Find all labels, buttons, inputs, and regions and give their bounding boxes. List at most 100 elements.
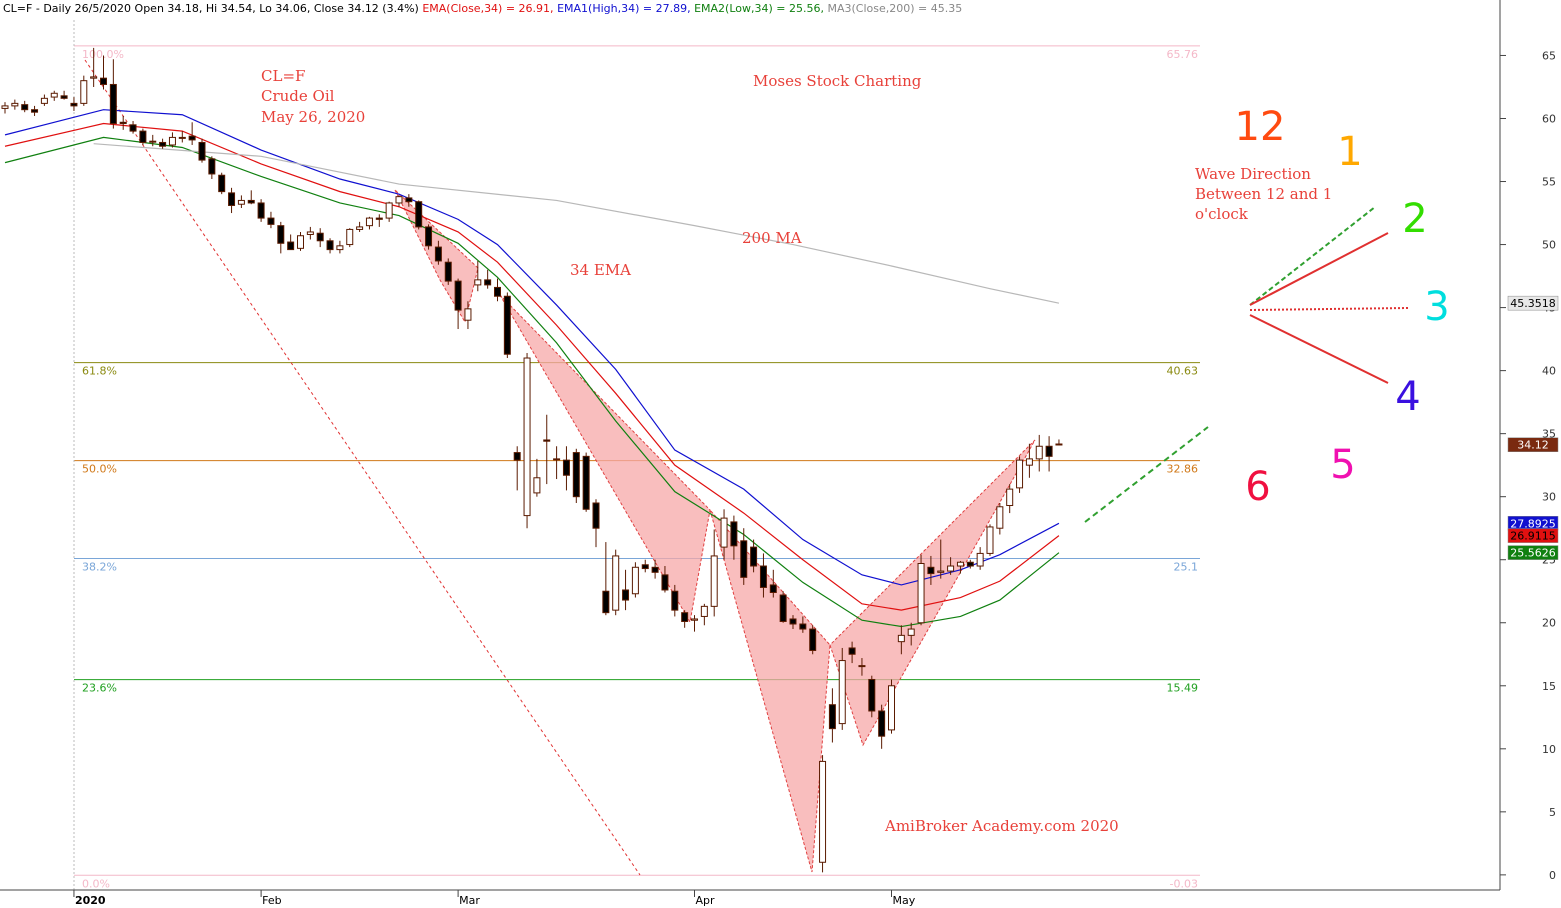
candle-body xyxy=(513,452,521,461)
candle-body xyxy=(572,452,580,498)
y-tick-label: 10 xyxy=(1542,743,1556,756)
candle-body xyxy=(494,286,501,297)
candle-body xyxy=(385,202,393,219)
candle-body xyxy=(759,565,767,588)
candle-body xyxy=(139,130,147,143)
candle-body xyxy=(641,564,649,570)
fib-value: 65.76 xyxy=(1167,48,1199,61)
candle-body xyxy=(553,458,561,461)
value-box xyxy=(1507,528,1559,543)
arrow xyxy=(1249,232,1389,306)
fib-label: 0.0% xyxy=(82,877,110,890)
candle-body xyxy=(346,228,354,246)
value-box-label: 25.5626 xyxy=(1510,547,1556,560)
fib-label: 23.6% xyxy=(82,682,117,695)
candle-body xyxy=(917,562,925,624)
value-box xyxy=(1507,295,1559,311)
y-tick-label: 20 xyxy=(1542,617,1556,630)
fib-value: 15.49 xyxy=(1167,682,1199,695)
candle-body xyxy=(907,628,915,636)
value-box-label: 45.3518 xyxy=(1510,297,1556,310)
clock-number: 6 xyxy=(1245,464,1270,510)
candle-body xyxy=(533,477,541,494)
candle-body xyxy=(966,561,974,567)
y-tick-label: 55 xyxy=(1542,176,1556,189)
candle-body xyxy=(100,77,107,85)
candle-body xyxy=(858,665,866,668)
annotation: Between 12 and 1 xyxy=(1195,185,1332,203)
candle-body xyxy=(1,105,9,109)
candle-body xyxy=(838,660,846,725)
wave-arrows xyxy=(1084,206,1409,523)
candle-body xyxy=(740,540,748,578)
value-box xyxy=(1507,545,1559,560)
fib-label: 61.8% xyxy=(82,365,117,378)
candle-body xyxy=(444,261,452,282)
clock-number: 4 xyxy=(1395,374,1420,420)
clock-number: 2 xyxy=(1402,196,1427,242)
candle-body xyxy=(809,628,817,651)
candle-body xyxy=(976,552,984,567)
x-tick-label: Feb xyxy=(262,894,281,907)
fib-value: -0.03 xyxy=(1170,877,1198,890)
candle-body xyxy=(149,140,157,143)
candle-body xyxy=(178,136,186,139)
candle-body xyxy=(622,589,630,601)
candle-body xyxy=(700,605,708,617)
candle-body xyxy=(11,102,19,107)
candle-body xyxy=(277,225,285,244)
candle-body xyxy=(1025,458,1033,466)
candle-body xyxy=(464,308,472,321)
annotation: Wave Direction xyxy=(1195,165,1311,183)
candle-body xyxy=(198,141,206,161)
candle-body xyxy=(996,506,1004,529)
candle-body xyxy=(395,196,403,204)
candles xyxy=(1,47,1063,873)
candle-body xyxy=(819,760,827,863)
candle-body xyxy=(1006,488,1014,507)
x-tick-label: May xyxy=(893,894,916,907)
candle-body xyxy=(691,618,698,621)
candle-body xyxy=(484,279,492,286)
candle-body xyxy=(40,97,48,104)
clock-number: 5 xyxy=(1330,442,1355,488)
candle-body xyxy=(897,634,905,643)
candle-body xyxy=(306,231,314,235)
candle-body xyxy=(750,546,758,567)
clock-number: 3 xyxy=(1424,284,1449,330)
trend-line xyxy=(84,59,641,876)
candle-body xyxy=(80,80,88,104)
candle-body xyxy=(109,83,117,125)
candle-body xyxy=(218,174,226,193)
candle-body xyxy=(287,241,295,251)
candle-body xyxy=(356,226,364,230)
annotation: Moses Stock Charting xyxy=(753,72,922,90)
pattern-shape xyxy=(829,439,1036,747)
y-tick-label: 35 xyxy=(1542,428,1556,441)
candle-body xyxy=(31,109,39,113)
candle-body xyxy=(681,612,689,622)
candle-body xyxy=(336,245,344,251)
candle-body xyxy=(70,102,78,107)
pattern-shape xyxy=(499,294,711,624)
clock-number: 12 xyxy=(1235,104,1286,150)
candle-body xyxy=(592,502,600,529)
candle-body xyxy=(405,197,413,203)
candle-body xyxy=(769,584,777,593)
candle-body xyxy=(710,555,718,607)
header-main: CL=F - Daily 26/5/2020 Open 34.18, Hi 34… xyxy=(3,2,419,15)
x-tick-label: Apr xyxy=(696,894,716,907)
candle-body xyxy=(730,521,738,547)
x-tick-label: 2020 xyxy=(75,894,106,907)
y-tick-label: 60 xyxy=(1542,112,1556,125)
arrow xyxy=(1084,426,1209,523)
header: CL=F - Daily 26/5/2020 Open 34.18, Hi 34… xyxy=(3,2,962,15)
candle-body xyxy=(956,561,964,567)
candle-body xyxy=(1055,443,1063,446)
candle-body xyxy=(799,623,807,630)
candle-body xyxy=(543,439,551,442)
clock-number: 1 xyxy=(1337,129,1362,175)
axes: 051015202530354045505560652020FebMarAprM… xyxy=(73,49,1559,907)
candle-body xyxy=(523,357,531,517)
